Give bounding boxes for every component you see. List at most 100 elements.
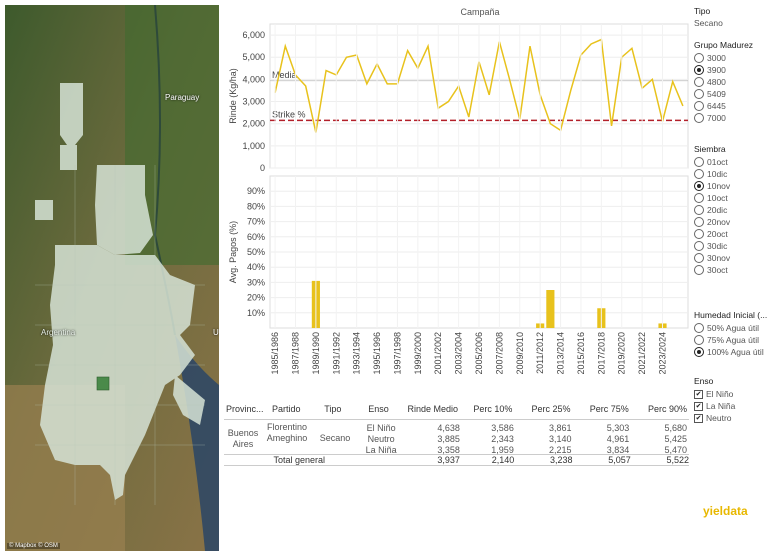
checkbox-checked-icon[interactable]: ✔ xyxy=(694,389,703,399)
cell-perc-75: 5,303 xyxy=(606,422,630,433)
x-tick-label: 1991/1992 xyxy=(331,332,341,375)
enso-option[interactable]: ✔ Neutro xyxy=(694,412,778,424)
x-tick-label: 2021/2022 xyxy=(637,332,647,375)
cell-rinde-medio: 3,358 xyxy=(437,444,460,455)
radio-empty-icon[interactable] xyxy=(694,335,704,345)
enso-option[interactable]: ✔ La Niña xyxy=(694,400,778,412)
grupo-madurez-option[interactable]: 3000 xyxy=(694,52,778,64)
table-body: El Niño 4,638 3,586 3,861 5,303 5,680 Neutro 3,… xyxy=(358,422,689,455)
checkbox-checked-icon[interactable]: ✔ xyxy=(694,401,703,411)
radio-empty-icon[interactable] xyxy=(694,77,704,87)
siembra-option[interactable]: 30oct xyxy=(694,264,778,276)
enso-list: ✔ El Niño ✔ La Niña ✔ Neutro xyxy=(694,388,778,424)
checkbox-checked-icon[interactable]: ✔ xyxy=(694,413,703,423)
siembra-option[interactable]: 10oct xyxy=(694,192,778,204)
col-perc-10[interactable]: Perc 10% xyxy=(473,403,513,414)
siembra-option-label: 30dic xyxy=(707,241,728,251)
grupo-madurez-option-label: 5409 xyxy=(707,89,726,99)
tipo-value[interactable]: Secano xyxy=(694,18,723,28)
siembra-option[interactable]: 10dic xyxy=(694,168,778,180)
siembra-option[interactable]: 01oct xyxy=(694,156,778,168)
line-y-tick-label: 4,000 xyxy=(242,74,265,84)
yieldata-logo: yieldata xyxy=(703,504,748,518)
radio-empty-icon[interactable] xyxy=(694,89,704,99)
x-tick-label: 2001/2002 xyxy=(433,332,443,375)
radio-empty-icon[interactable] xyxy=(694,101,704,111)
cell-enso: La Niña xyxy=(365,444,397,455)
siembra-option[interactable]: 20dic xyxy=(694,204,778,216)
radio-empty-icon[interactable] xyxy=(694,253,704,263)
grupo-madurez-option-label: 7000 xyxy=(707,113,726,123)
siembra-option[interactable]: 30nov xyxy=(694,252,778,264)
x-tick-label: 1989/1990 xyxy=(311,332,321,375)
radio-selected-icon[interactable] xyxy=(694,65,704,75)
col-tipo[interactable]: Tipo xyxy=(324,403,342,414)
radio-empty-icon[interactable] xyxy=(694,241,704,251)
line-y-tick-label: 2,000 xyxy=(242,119,265,129)
enso-option[interactable]: ✔ El Niño xyxy=(694,388,778,400)
siembra-option-label: 30nov xyxy=(707,253,731,263)
x-tick-label: 1993/1994 xyxy=(352,332,362,375)
grupo-madurez-option[interactable]: 6445 xyxy=(694,100,778,112)
col-rinde-medio[interactable]: Rinde Medio xyxy=(407,403,458,414)
humedad-list: 50% Agua útil 75% Agua útil 100% Agua útil xyxy=(694,322,778,358)
line-y-tick-label: 5,000 xyxy=(242,52,265,62)
col-enso[interactable]: Enso xyxy=(368,403,389,414)
humedad-option[interactable]: 75% Agua útil xyxy=(694,334,778,346)
humedad-title: Humedad Inicial (... xyxy=(694,310,768,320)
bar-y-tick-label: 80% xyxy=(247,201,265,211)
col-partido[interactable]: Partido xyxy=(272,403,301,414)
map-attribution[interactable]: © Mapbox © OSM xyxy=(7,543,60,549)
satellite-map[interactable]: Paraguay Argentina U © Mapbox © OSM xyxy=(5,5,219,551)
x-tick-label: 2007/2008 xyxy=(494,332,504,375)
line-y-tick-label: 0 xyxy=(260,163,265,173)
line-y-axis-label: Rinde (Kg/ha) xyxy=(228,68,238,124)
col-perc-75[interactable]: Perc 75% xyxy=(589,403,629,414)
grupo-madurez-option-label: 3000 xyxy=(707,53,726,63)
col-provincia[interactable]: Provinc... xyxy=(226,403,264,414)
radio-empty-icon[interactable] xyxy=(694,157,704,167)
x-tick-label: 1995/1996 xyxy=(372,332,382,375)
radio-empty-icon[interactable] xyxy=(694,113,704,123)
siembra-option[interactable]: 30dic xyxy=(694,240,778,252)
col-perc-25[interactable]: Perc 25% xyxy=(531,403,571,414)
x-tick-label: 2019/2020 xyxy=(617,332,627,375)
humedad-option[interactable]: 50% Agua útil xyxy=(694,322,778,334)
radio-empty-icon[interactable] xyxy=(694,53,704,63)
radio-empty-icon[interactable] xyxy=(694,265,704,275)
grupo-madurez-option-label: 6445 xyxy=(707,101,726,111)
col-perc-90[interactable]: Perc 90% xyxy=(647,403,687,414)
grupo-madurez-option[interactable]: 7000 xyxy=(694,112,778,124)
grupo-madurez-option[interactable]: 3900 xyxy=(694,64,778,76)
grupo-madurez-option-label: 4800 xyxy=(707,77,726,87)
cell-perc-90: 5,470 xyxy=(664,444,687,455)
radio-empty-icon[interactable] xyxy=(694,229,704,239)
grupo-madurez-option[interactable]: 5409 xyxy=(694,88,778,100)
x-tick-label: 1997/1998 xyxy=(392,332,402,375)
radio-empty-icon[interactable] xyxy=(694,169,704,179)
radio-selected-icon[interactable] xyxy=(694,347,704,357)
siembra-option[interactable]: 10nov xyxy=(694,180,778,192)
x-tick-label: 1985/1986 xyxy=(270,332,280,375)
siembra-option[interactable]: 20oct xyxy=(694,228,778,240)
reference-line-label: Media xyxy=(272,70,297,80)
radio-empty-icon[interactable] xyxy=(694,323,704,333)
enso-option-label: El Niño xyxy=(706,389,734,399)
siembra-title: Siembra xyxy=(694,144,726,154)
siembra-option-label: 10dic xyxy=(707,169,728,179)
grupo-madurez-option-label: 3900 xyxy=(707,65,726,75)
humedad-option-label: 75% Agua útil xyxy=(707,335,759,345)
siembra-option[interactable]: 20nov xyxy=(694,216,778,228)
humedad-option-label: 100% Agua útil xyxy=(707,347,764,357)
humedad-option[interactable]: 100% Agua útil xyxy=(694,346,778,358)
map-canvas[interactable] xyxy=(5,5,219,551)
radio-selected-icon[interactable] xyxy=(694,181,704,191)
table-row: La Niña 3,358 1,959 2,215 3,834 5,470 xyxy=(358,444,689,455)
radio-empty-icon[interactable] xyxy=(694,193,704,203)
radio-empty-icon[interactable] xyxy=(694,205,704,215)
grupo-madurez-option[interactable]: 4800 xyxy=(694,76,778,88)
x-tick-label: 2011/2012 xyxy=(535,332,545,374)
bar-y-axis-label: Avg. Pagos (%) xyxy=(228,221,238,283)
chart-title: Campaña xyxy=(460,7,499,17)
radio-empty-icon[interactable] xyxy=(694,217,704,227)
